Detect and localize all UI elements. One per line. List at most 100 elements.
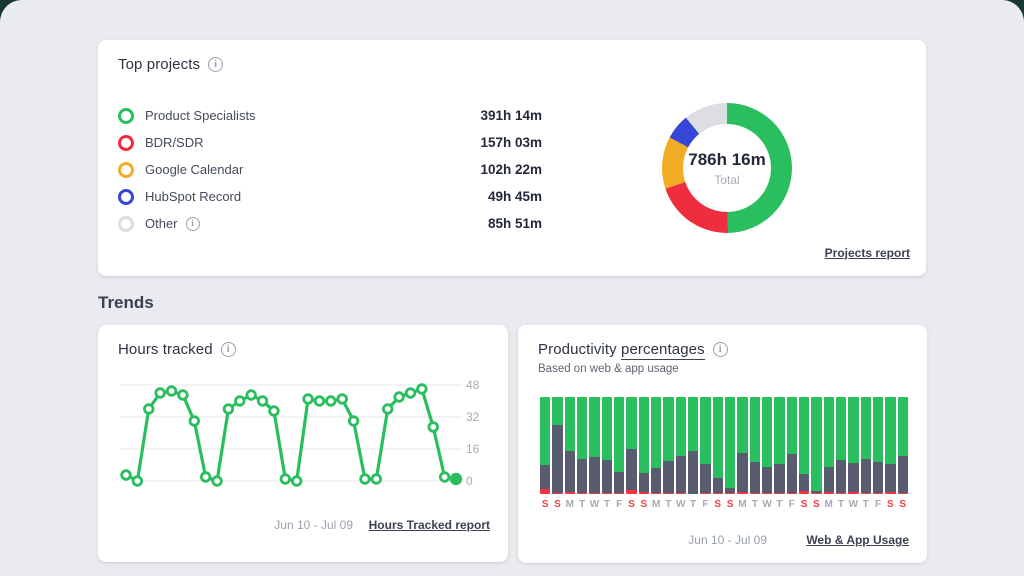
project-row: Product Specialists 391h 14m bbox=[118, 102, 542, 129]
day-label: M bbox=[824, 499, 833, 510]
day-label: W bbox=[848, 499, 859, 510]
productive-segment bbox=[638, 397, 649, 473]
line-point bbox=[199, 471, 212, 483]
productive-segment bbox=[675, 397, 686, 457]
productive-segment bbox=[552, 397, 563, 426]
unproductive-segment bbox=[626, 490, 637, 494]
productivity-bar bbox=[860, 397, 871, 494]
hours-tracked-report-link[interactable]: Hours Tracked report bbox=[368, 518, 490, 532]
day-label: T bbox=[862, 499, 869, 510]
line-point bbox=[143, 403, 155, 415]
day-label: F bbox=[616, 499, 623, 510]
top-projects-card: Top projects Product Specialists 391h 14… bbox=[98, 40, 926, 276]
project-row: Other 85h 51m bbox=[118, 210, 542, 237]
unproductive-segment bbox=[823, 492, 834, 494]
productivity-bar bbox=[675, 397, 686, 494]
day-label: T bbox=[837, 499, 845, 510]
productivity-bar bbox=[663, 397, 674, 494]
productivity-bar bbox=[626, 397, 637, 494]
neutral-segment bbox=[687, 451, 699, 494]
productivity-bar bbox=[848, 397, 859, 494]
productivity-bar bbox=[700, 397, 711, 494]
productivity-title-prefix: Productivity bbox=[538, 341, 617, 358]
day-label: S bbox=[714, 499, 722, 510]
unproductive-segment bbox=[786, 493, 797, 494]
unproductive-segment bbox=[638, 492, 649, 494]
day-label: T bbox=[690, 499, 697, 510]
project-legend: Product Specialists 391h 14m BDR/SDR 157… bbox=[118, 102, 542, 237]
neutral-segment bbox=[872, 461, 884, 494]
unproductive-segment bbox=[712, 493, 723, 494]
line-point bbox=[393, 391, 405, 403]
y-axis-tick: 48 bbox=[466, 378, 480, 392]
productive-segment bbox=[613, 397, 625, 472]
productive-segment bbox=[885, 397, 896, 464]
hours-tracked-card: Hours tracked 48 32 16 0 Jun 10 - Jul 09 Ho… bbox=[98, 325, 508, 562]
line-point bbox=[359, 473, 371, 485]
unproductive-segment bbox=[897, 493, 908, 494]
productivity-bar bbox=[687, 397, 699, 494]
web-app-usage-link[interactable]: Web & App Usage bbox=[806, 533, 909, 547]
productivity-bar bbox=[576, 397, 588, 494]
productive-segment bbox=[798, 397, 810, 474]
productivity-bar bbox=[811, 397, 822, 494]
productivity-bar bbox=[774, 397, 785, 494]
neutral-segment bbox=[663, 461, 674, 494]
productivity-bar bbox=[737, 397, 748, 494]
productivity-bar bbox=[589, 397, 600, 494]
neutral-segment bbox=[613, 471, 625, 494]
hours-line-chart bbox=[120, 383, 463, 487]
neutral-segment bbox=[576, 459, 588, 494]
unproductive-segment bbox=[589, 493, 600, 494]
day-label: W bbox=[676, 499, 686, 510]
day-label: T bbox=[603, 499, 610, 510]
productive-segment bbox=[749, 397, 760, 462]
productive-segment bbox=[811, 397, 822, 492]
info-icon[interactable] bbox=[712, 342, 728, 357]
day-label: T bbox=[665, 499, 672, 510]
neutral-segment bbox=[749, 461, 760, 494]
unproductive-segment bbox=[700, 493, 711, 494]
donut-total-value: 786h 16m bbox=[688, 149, 766, 169]
productive-segment bbox=[650, 397, 662, 468]
productivity-bar bbox=[786, 397, 797, 494]
project-color-ring bbox=[118, 134, 134, 151]
productivity-bar bbox=[798, 397, 810, 494]
projects-report-link[interactable]: Projects report bbox=[824, 246, 910, 260]
project-row: BDR/SDR 157h 03m bbox=[118, 129, 542, 156]
day-label: F bbox=[788, 499, 795, 510]
neutral-segment bbox=[823, 466, 834, 493]
project-time: 102h 22m bbox=[480, 162, 542, 177]
productivity-title-underlined[interactable]: percentages bbox=[621, 341, 705, 360]
unproductive-segment bbox=[749, 493, 760, 494]
info-icon[interactable] bbox=[220, 342, 236, 357]
productivity-bar bbox=[613, 397, 625, 494]
productivity-bar bbox=[835, 397, 847, 494]
day-label: S bbox=[628, 499, 635, 510]
productivity-bar bbox=[601, 397, 612, 494]
project-time: 49h 45m bbox=[487, 189, 542, 204]
info-icon[interactable] bbox=[185, 216, 200, 231]
productive-segment bbox=[774, 397, 785, 464]
line-point bbox=[370, 473, 383, 485]
day-label: M bbox=[651, 499, 661, 510]
project-name: Product Specialists bbox=[145, 108, 256, 123]
day-label: F bbox=[702, 499, 709, 510]
line-point bbox=[438, 471, 451, 483]
top-projects-title: Top projects bbox=[118, 56, 201, 73]
line-point bbox=[382, 403, 394, 415]
neutral-segment bbox=[589, 457, 600, 493]
productivity-bar bbox=[749, 397, 760, 494]
donut-center: 786h 16m Total bbox=[683, 124, 771, 212]
day-label: S bbox=[899, 499, 907, 510]
productivity-bar bbox=[823, 397, 834, 494]
productive-segment bbox=[835, 397, 847, 461]
productivity-subtitle: Based on web & app usage bbox=[538, 363, 679, 375]
hours-tracked-header: Hours tracked bbox=[118, 341, 236, 358]
projects-donut-chart: 786h 16m Total bbox=[662, 103, 792, 233]
neutral-segment bbox=[626, 449, 637, 491]
info-icon[interactable] bbox=[208, 57, 224, 72]
productivity-bar bbox=[564, 397, 575, 494]
hours-line bbox=[125, 387, 457, 483]
